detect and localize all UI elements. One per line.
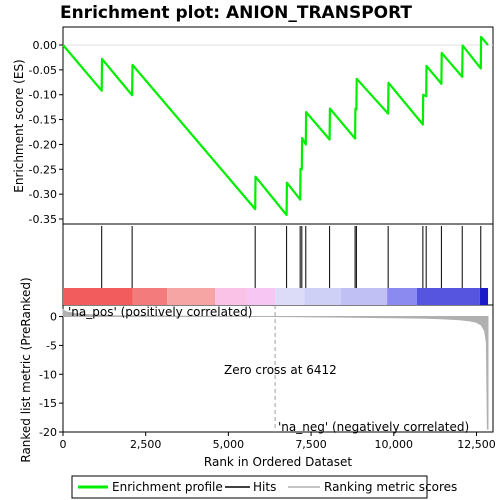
legend-metric-label: Ranking metric scores xyxy=(324,480,457,494)
pos-label: 'na_pos' (positively correlated) xyxy=(68,305,252,319)
metric-tick-label: -20 xyxy=(39,426,57,439)
heatmap-band xyxy=(246,288,276,305)
es-tick-label: -0.10 xyxy=(29,89,57,102)
legend: Enrichment profile Hits Ranking metric s… xyxy=(71,475,457,499)
legend-hits-label: Hits xyxy=(253,480,276,494)
heatmap-band xyxy=(479,288,489,305)
heatmap-band xyxy=(387,288,417,305)
heatmap-band xyxy=(215,288,247,305)
metric-panel-frame xyxy=(62,304,494,433)
es-axis: 0.00 -0.05 -0.10 -0.15 -0.20 -0.25 -0.30 -0.35 xyxy=(29,39,493,226)
heatmap-band xyxy=(63,288,133,305)
heatmap-band xyxy=(132,288,168,305)
es-tick-label: -0.15 xyxy=(29,114,57,127)
ranking-heatmap-bar xyxy=(63,288,489,305)
heatmap-band xyxy=(416,288,480,305)
x-tick-label: 5,000 xyxy=(213,438,245,451)
y-axis-label-metric: Ranked list metric (PreRanked) xyxy=(19,277,33,462)
metric-area-path xyxy=(62,308,489,430)
heatmap-band xyxy=(304,288,341,305)
heatmap-band xyxy=(340,288,388,305)
heatmap-band xyxy=(167,288,216,305)
enrichment-profile-path xyxy=(62,35,489,217)
metric-tick-label: -10 xyxy=(39,368,57,381)
heatmap-band xyxy=(275,288,305,305)
chart-title: Enrichment plot: ANION_TRANSPORT xyxy=(60,3,412,23)
hits-markers xyxy=(101,226,482,288)
x-tick-label: 2,500 xyxy=(130,438,162,451)
es-panel-frame xyxy=(62,26,494,225)
es-tick-label: -0.30 xyxy=(29,188,57,201)
metric-tick-label: -15 xyxy=(39,397,57,410)
es-tick-label: -0.25 xyxy=(29,163,57,176)
es-tick-label: -0.35 xyxy=(29,213,57,226)
zero-cross-label: Zero cross at 6412 xyxy=(224,363,337,377)
metric-axis: 0 -5 -10 -15 -20 xyxy=(39,311,63,439)
x-tick-label: 7,500 xyxy=(295,438,327,451)
legend-profile-label: Enrichment profile xyxy=(112,480,223,494)
enrichment-profile-line xyxy=(62,35,489,217)
x-tick-label: 12,500 xyxy=(457,438,496,451)
x-tick-label: 10,000 xyxy=(375,438,414,451)
x-tick-label: 0 xyxy=(60,438,67,451)
es-tick-label: 0.00 xyxy=(33,39,58,52)
ranking-metric-area xyxy=(62,305,489,432)
y-axis-label-es: Enrichment score (ES) xyxy=(12,59,26,192)
x-axis-label: Rank in Ordered Dataset xyxy=(204,455,352,469)
neg-label: 'na_neg' (negatively correlated) xyxy=(278,420,469,434)
es-tick-label: -0.20 xyxy=(29,138,57,151)
metric-tick-label: 0 xyxy=(50,311,57,324)
es-tick-label: -0.05 xyxy=(29,64,57,77)
x-axis: 0 2,500 5,000 7,500 10,000 12,500 xyxy=(60,432,496,451)
metric-tick-label: -5 xyxy=(46,339,57,352)
